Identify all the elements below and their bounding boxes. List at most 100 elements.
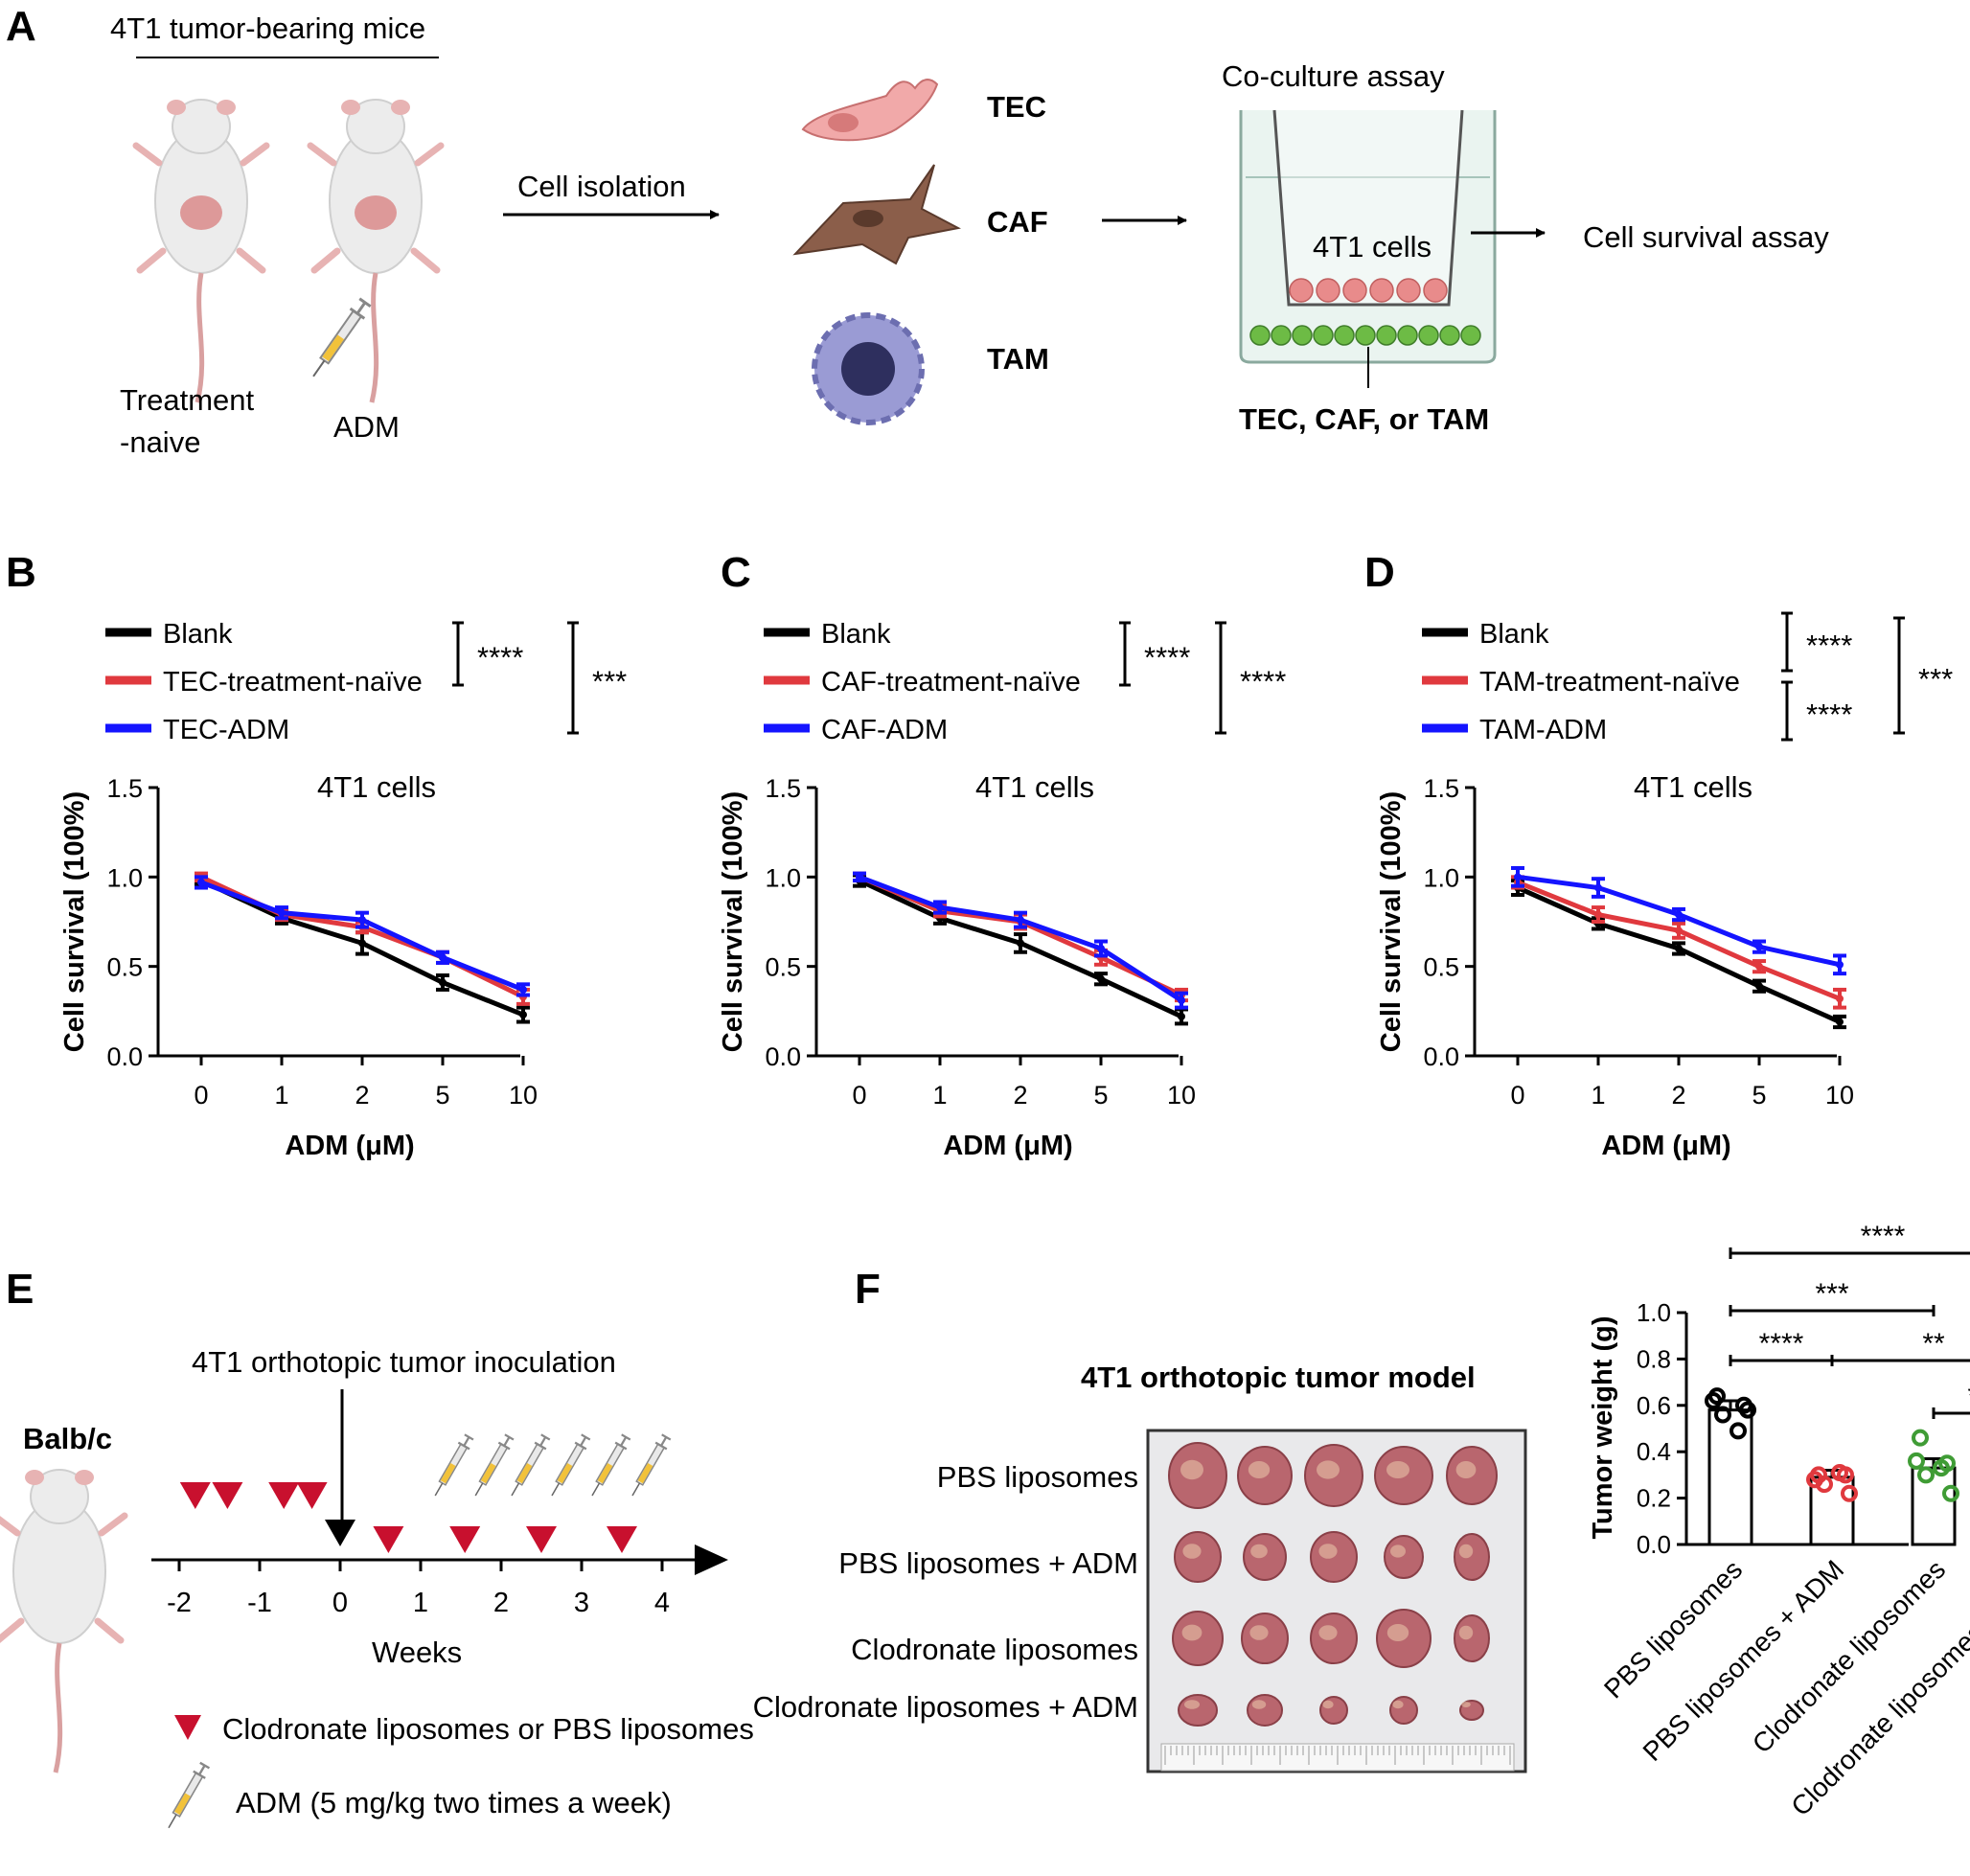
output-label: Cell survival assay: [1583, 220, 1829, 254]
mouse1-label-line2: -naive: [120, 425, 200, 459]
data-point: [1714, 1406, 1731, 1424]
chart-title: 4T1 cells: [975, 770, 1094, 804]
coculture-well-icon: [1239, 109, 1497, 388]
data-point: [1097, 974, 1105, 983]
legend-label: Blank: [821, 619, 891, 650]
significance-stars: ****: [1806, 698, 1852, 731]
y-tick-label: 0.5: [1423, 953, 1459, 982]
tumor-highlight: [1184, 1700, 1200, 1709]
legend-label: TEC-treatment-naïve: [163, 667, 423, 698]
data-point: [1836, 995, 1844, 1003]
data-point: [936, 904, 944, 912]
data-point: [1908, 1452, 1925, 1470]
y-tick-label: 1.5: [1423, 774, 1459, 803]
tumor-highlight: [1392, 1700, 1404, 1709]
tumor-highlight: [1318, 1625, 1338, 1640]
data-point: [358, 939, 366, 948]
coculture-title: Co-culture assay: [1222, 59, 1445, 93]
syringe-icon: [545, 1432, 593, 1500]
triangle-marker-icon: [325, 1520, 355, 1546]
mouse-icon: [136, 100, 266, 402]
triangle-legend-icon: [174, 1715, 201, 1740]
weeks-label: Weeks: [372, 1636, 462, 1669]
legend-label: TAM-ADM: [1479, 715, 1607, 745]
syringe-icon: [505, 1432, 553, 1500]
legend-label: CAF-ADM: [821, 715, 948, 745]
caf-cell-icon: [792, 164, 961, 265]
tumor-sample: [1319, 1696, 1348, 1725]
y-tick-label: 1.5: [765, 774, 801, 803]
data-point: [439, 978, 447, 987]
tumor-highlight: [1250, 1544, 1268, 1559]
significance-stars: ****: [1759, 1328, 1804, 1360]
y-tick-label: 0.4: [1637, 1437, 1671, 1466]
y-axis-label: Cell survival (100%): [1376, 791, 1407, 1052]
panel-label-f: F: [855, 1266, 881, 1313]
tumor-sample: [1243, 1533, 1287, 1581]
panel-a: 4T1 tumor-bearing mice Treatment -naive …: [110, 11, 1829, 459]
legend-label: Blank: [163, 619, 233, 650]
tumor-highlight: [1386, 1461, 1409, 1478]
tumor-highlight: [1455, 1461, 1477, 1478]
significance-stars: ***: [1967, 1381, 1970, 1412]
x-tick-label: 1: [274, 1081, 288, 1110]
strain-label: Balb/c: [23, 1422, 112, 1455]
panel-label-b: B: [6, 549, 36, 596]
mouse-icon: [0, 1470, 125, 1773]
legend-syringe-label: ADM (5 mg/kg two times a week): [236, 1786, 672, 1819]
tumor-highlight: [1390, 1544, 1406, 1558]
timeline-tick-label: -2: [167, 1588, 192, 1618]
x-tick-label: Clodronate liposomes: [1747, 1554, 1951, 1758]
triangle-marker-icon: [296, 1482, 328, 1509]
tumor-highlight: [1182, 1544, 1202, 1559]
x-tick-label: 5: [1752, 1081, 1766, 1110]
legend-triangle-label: Clodronate liposomes or PBS liposomes: [222, 1712, 754, 1746]
x-tick-label: 1: [932, 1081, 947, 1110]
chart-d: BlankTAM-treatment-naïveTAM-ADM*********…: [1376, 611, 1953, 1161]
tumor-sample: [1384, 1535, 1424, 1579]
x-tick-label: 0: [1510, 1081, 1524, 1110]
data-point: [197, 878, 205, 886]
significance-stars: ****: [1861, 1221, 1906, 1252]
tumor-sample: [1454, 1614, 1490, 1662]
mouse-icon: [310, 100, 441, 402]
x-tick-label: 0: [852, 1081, 866, 1110]
significance-stars: ****: [1240, 665, 1286, 698]
y-tick-label: 0.0: [106, 1042, 143, 1071]
cell-type-tec: TEC: [987, 90, 1046, 124]
tumor-highlight: [1458, 1544, 1474, 1559]
syringe-legend-icon: [161, 1760, 213, 1833]
series-line: [1517, 880, 1841, 1001]
y-tick-label: 0.8: [1637, 1344, 1671, 1373]
x-axis-label: ADM (μM): [1601, 1131, 1730, 1161]
y-tick-label: 0.2: [1637, 1484, 1671, 1513]
significance-stars: **: [1922, 1328, 1945, 1360]
data-point: [439, 953, 447, 962]
data-point: [1729, 1422, 1747, 1440]
y-axis-label: Cell survival (100%): [59, 791, 90, 1052]
tumor-highlight: [1458, 1625, 1474, 1640]
data-point: [1755, 943, 1763, 951]
tumor-sample: [1389, 1696, 1418, 1725]
data-point: [1705, 1391, 1722, 1409]
timeline-tick-label: 1: [413, 1588, 428, 1618]
significance-stars: ****: [1144, 641, 1190, 675]
triangle-marker-icon: [607, 1526, 637, 1553]
legend-label: Blank: [1479, 619, 1549, 650]
y-tick-label: 0.5: [106, 953, 143, 982]
syringe-icon: [469, 1432, 516, 1500]
tumor-highlight: [1180, 1459, 1203, 1480]
triangle-marker-icon: [268, 1482, 300, 1509]
tumor-highlight: [1181, 1624, 1203, 1641]
data-point: [1675, 927, 1683, 935]
data-point: [1675, 945, 1683, 952]
data-point: [1917, 1466, 1935, 1484]
y-tick-label: 1.0: [1423, 863, 1459, 892]
tumor-highlight: [1318, 1544, 1338, 1559]
data-point: [1739, 1401, 1756, 1419]
tam-cell-icon: [812, 312, 925, 425]
x-tick-label: 5: [435, 1081, 449, 1110]
timeline-tick-label: 0: [332, 1588, 348, 1618]
timeline-tick-label: 2: [493, 1588, 509, 1618]
